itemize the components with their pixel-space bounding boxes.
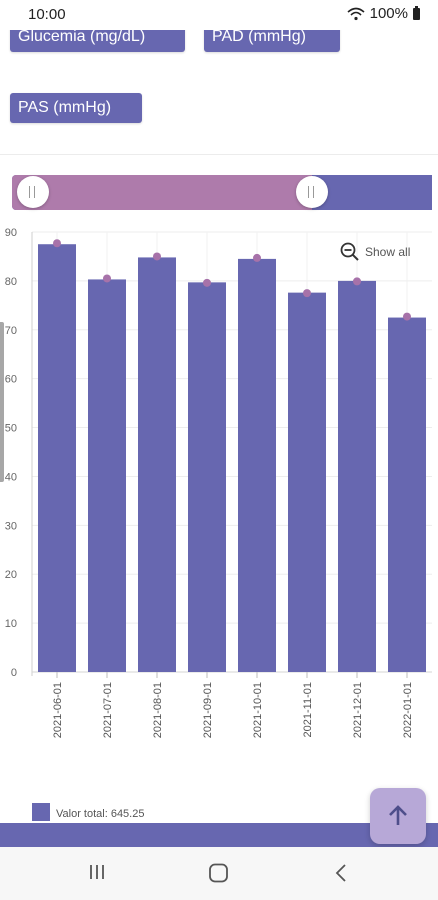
back-icon[interactable] [333,863,349,883]
status-right: 100% [347,5,420,22]
home-icon[interactable] [208,863,230,883]
data-point[interactable] [103,274,111,283]
x-tick-label: 2022-01-01 [402,682,414,738]
zoom-out-icon [340,242,359,261]
bar[interactable] [288,292,326,672]
y-tick-label: 70 [5,325,17,337]
recent-apps-icon[interactable] [88,863,108,881]
bar-chart: 0 10 20 30 40 50 60 70 80 90 2021-06-01 2021-07-01 2… [5,227,432,738]
x-tick-label: 2021-11-01 [302,682,314,737]
legend-swatch [32,803,50,821]
show-all-label: Show all [365,245,411,259]
bar[interactable] [88,279,126,672]
bar[interactable] [338,280,376,672]
y-tick-label: 60 [5,374,17,386]
x-tick-label: 2021-10-01 [252,682,264,738]
range-handle-end[interactable] [296,176,328,208]
system-nav-bar [0,847,438,900]
y-tick-label: 20 [5,569,17,581]
status-time: 10:00 [28,6,66,23]
x-tick-label: 2021-12-01 [352,682,364,738]
x-tick-label: 2021-08-01 [152,682,164,738]
x-tick-label: 2021-06-01 [52,682,64,738]
status-bar: 10:00 100% [0,0,438,30]
data-point[interactable] [53,239,61,248]
y-tick-label: 90 [5,227,17,239]
bar[interactable] [188,282,226,672]
data-point[interactable] [253,253,261,262]
data-point[interactable] [403,312,411,321]
x-tick-label: 2021-09-01 [202,682,214,738]
bar[interactable] [238,258,276,672]
legend-label: Valor total: 645.25 [56,808,145,820]
y-tick-label: 80 [5,276,17,288]
divider [0,154,438,155]
range-handle-start[interactable] [17,176,49,208]
range-slider[interactable] [12,175,432,210]
arrow-up-icon [389,805,407,825]
range-selection [12,175,312,210]
battery-percent: 100% [369,5,408,22]
show-all-button[interactable]: Show all [340,242,410,262]
y-tick-label: 40 [5,471,17,483]
data-point[interactable] [203,278,211,287]
y-tick-label: 0 [11,667,17,679]
data-point[interactable] [303,289,311,298]
wifi-icon [347,7,365,20]
data-point[interactable] [153,252,161,261]
chip-pas[interactable]: PAS (mmHg) [10,93,142,123]
bar-layer [38,239,426,672]
data-point[interactable] [353,277,361,286]
bar[interactable] [388,317,426,672]
x-tick-label: 2021-07-01 [102,682,114,738]
battery-icon [413,5,420,20]
y-tick-label: 30 [5,520,17,532]
y-tick-label: 10 [5,618,17,630]
bottom-strip [0,823,438,847]
edge-handle[interactable] [0,322,4,482]
bar[interactable] [138,257,176,672]
y-tick-label: 50 [5,423,17,435]
scroll-top-button[interactable] [370,788,426,844]
label-layer: 0 10 20 30 40 50 60 70 80 90 2021-06-01 2021-07-01 2… [5,227,414,738]
bar[interactable] [38,244,76,672]
